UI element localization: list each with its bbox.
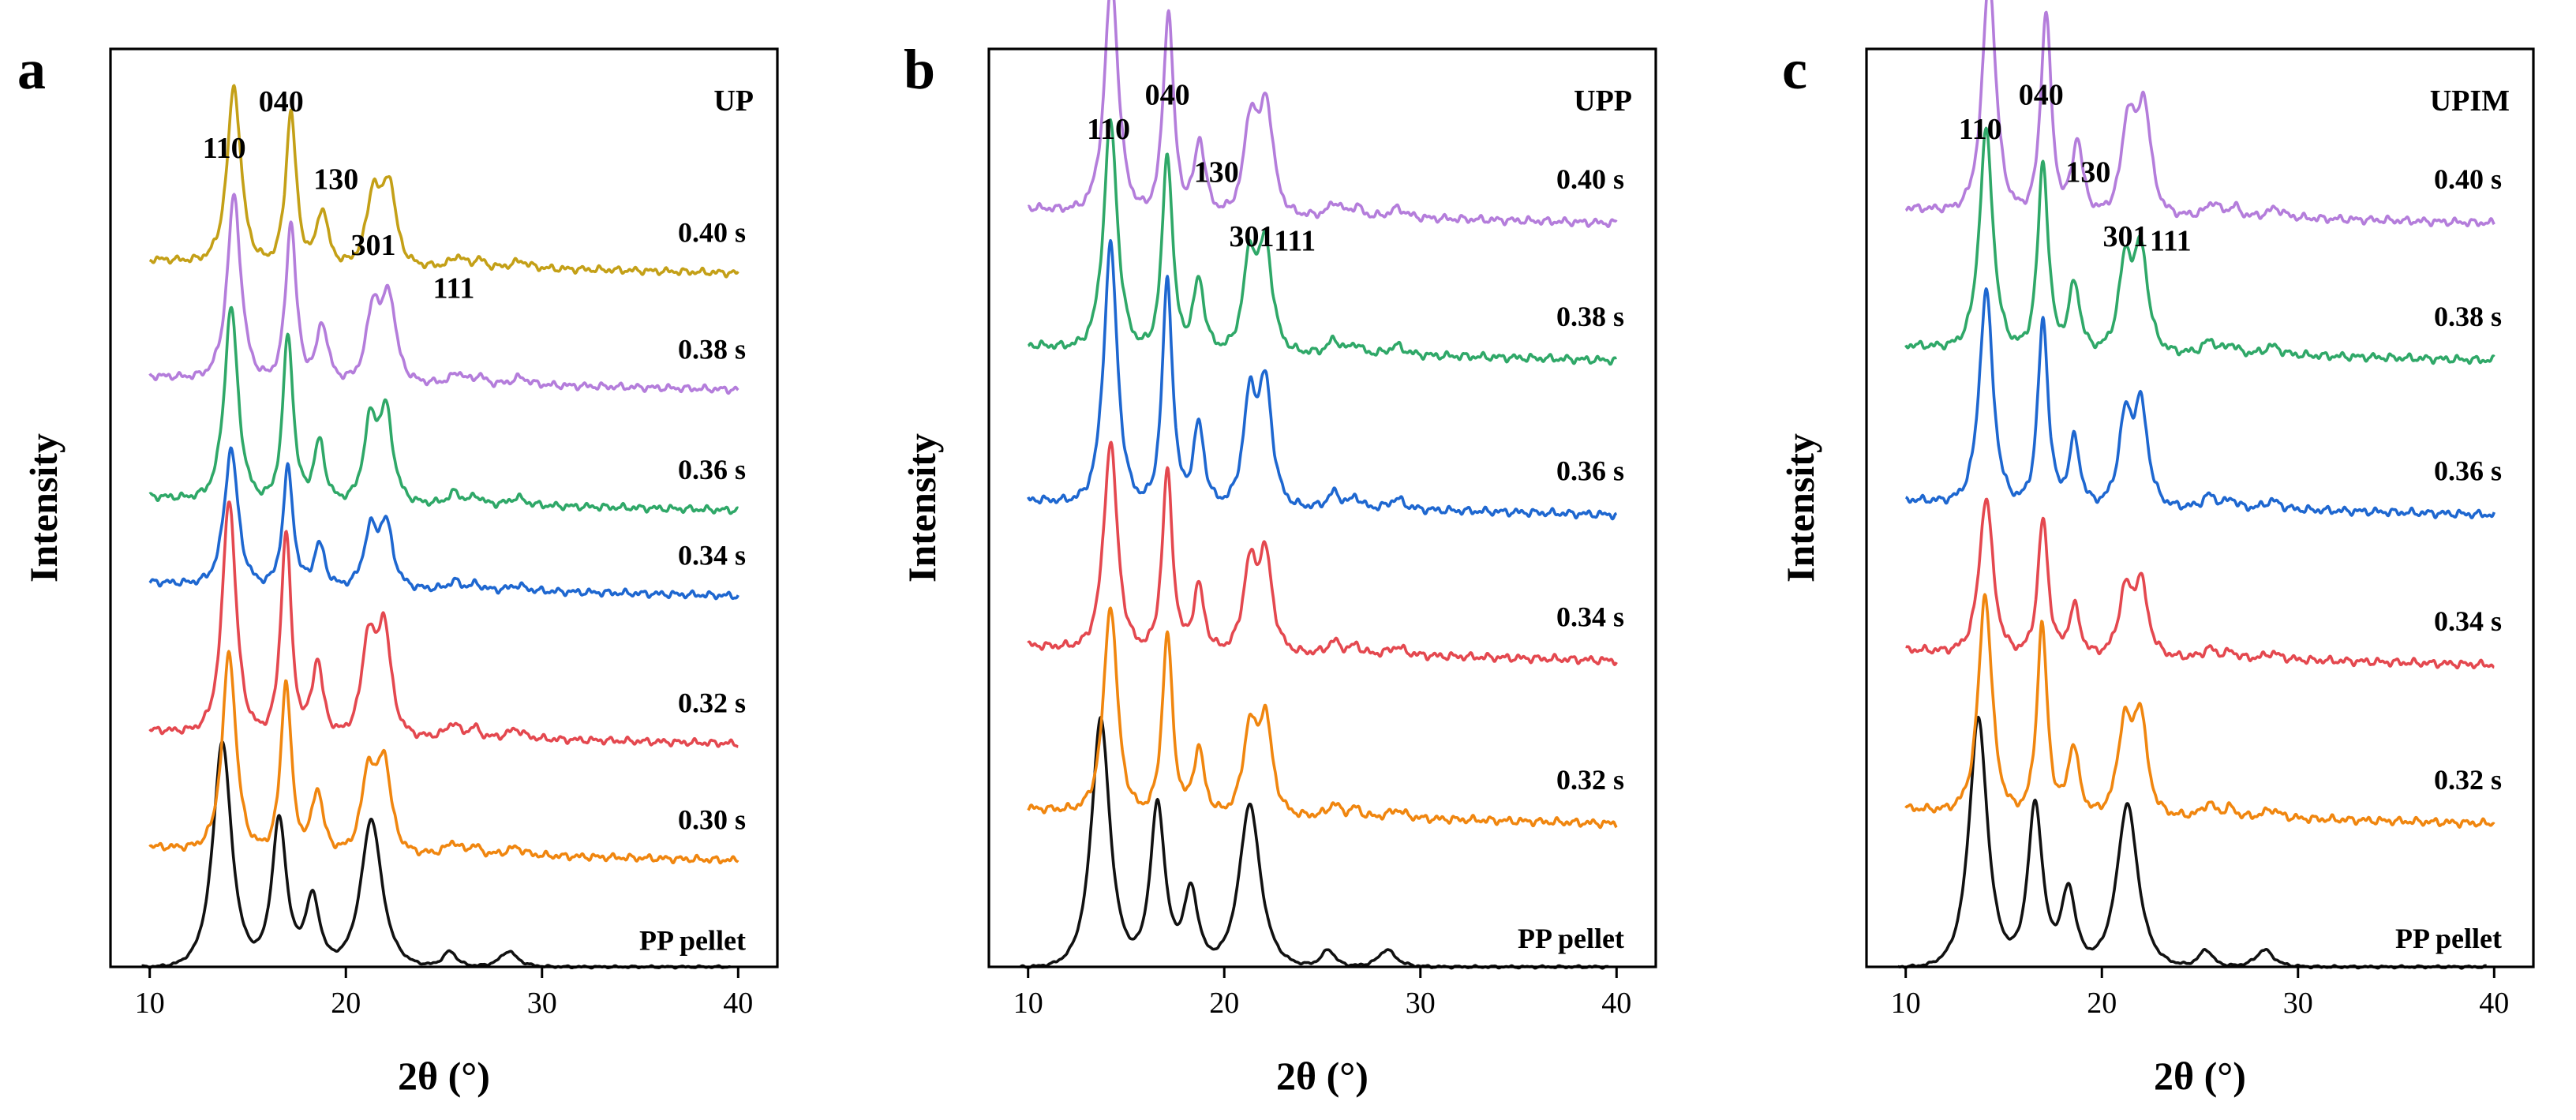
series-label: 0.40 s [678, 216, 746, 248]
peak-label: 130 [313, 163, 358, 196]
peak-label: 301 [2103, 220, 2148, 253]
series-line-0-40-s [148, 84, 739, 279]
series-line-0-32-s [1027, 606, 1618, 830]
sample-label: UPP [1574, 84, 1632, 118]
peak-label: 111 [1274, 224, 1316, 257]
series-label: PP pellet [639, 924, 746, 956]
series-label: 0.36 s [2434, 455, 2502, 487]
series-line-0-34-s [1904, 497, 2496, 670]
series-label: 0.34 s [2434, 605, 2502, 637]
series-line-0-34-s [1027, 440, 1618, 666]
chart-panel-c: c Intensity 2θ (°) PP pellet 0.32 s 0.34 s 0.3… [1778, 0, 2535, 1098]
series-label: 0.38 s [678, 333, 746, 365]
chart-panel-b: b Intensity 2θ (°) PP pellet 0.32 s 0.34 s 0.3… [900, 0, 1657, 1098]
peak-label: 110 [1959, 113, 2002, 146]
y-axis-title: Intensity [21, 433, 66, 582]
peak-label: 111 [433, 272, 475, 305]
sample-label: UP [713, 84, 754, 118]
series-label: 0.40 s [1556, 163, 1624, 195]
peak-label: 130 [1194, 155, 1239, 189]
y-axis-title: Intensity [900, 433, 944, 582]
peak-label: 110 [1087, 113, 1130, 146]
series-line-0-36-s [148, 305, 739, 515]
peak-label: 040 [259, 85, 304, 118]
x-tick-label: 40 [723, 987, 753, 1020]
axes-frame [987, 47, 1657, 968]
x-tick-label: 20 [331, 987, 361, 1020]
series-label: 0.34 s [1556, 601, 1624, 632]
peak-label: 111 [2150, 224, 2192, 257]
peak-label: 040 [2019, 79, 2064, 112]
series-label: 0.36 s [1556, 455, 1624, 487]
series-line-0-36-s [1027, 238, 1618, 521]
series-label: PP pellet [2395, 923, 2502, 954]
x-axis-title: 2θ (°) [398, 1054, 490, 1098]
series-label: 0.38 s [2434, 301, 2502, 332]
chart-panel-a: a Intensity 2θ (°) PP pellet 0.30 s 0.32 s 0.3… [17, 38, 779, 1098]
peak-label: 130 [2065, 155, 2110, 189]
series-line-0-38-s [1027, 118, 1618, 366]
peak-label: 110 [203, 132, 246, 165]
series-line-0-38-s [148, 193, 739, 395]
series-line-0-36-s [1904, 287, 2496, 519]
panel-letter: a [17, 38, 46, 101]
x-tick-label: 30 [2283, 987, 2313, 1020]
series-label: 0.34 s [678, 539, 746, 571]
series-label: 0.40 s [2434, 163, 2502, 195]
x-axis-title: 2θ (°) [1276, 1054, 1368, 1098]
x-axis-title: 2θ (°) [2154, 1054, 2246, 1098]
series-label: 0.30 s [678, 804, 746, 836]
peak-label: 301 [351, 229, 396, 262]
axes-frame [1865, 47, 2535, 968]
series-label: 0.32 s [1556, 764, 1624, 796]
y-axis-title: Intensity [1778, 433, 1822, 582]
x-tick-label: 30 [1406, 987, 1436, 1020]
series-line-0-40-s [1904, 0, 2496, 227]
x-tick-label: 10 [1891, 987, 1921, 1020]
series-label: 0.32 s [2434, 764, 2502, 796]
series-line-0-40-s [1027, 0, 1618, 228]
series-line-0-34-s [148, 446, 739, 601]
series-line-0-38-s [1904, 126, 2496, 365]
peak-label: 040 [1145, 79, 1190, 112]
series-label: 0.38 s [1556, 301, 1624, 332]
series-label: 0.32 s [678, 687, 746, 719]
series-line-0-32-s [148, 500, 739, 748]
series-label: 0.36 s [678, 454, 746, 485]
x-tick-label: 30 [527, 987, 557, 1020]
x-tick-label: 20 [2087, 987, 2117, 1020]
panel-letter: b [904, 38, 935, 101]
series-line-0-30-s [148, 650, 739, 865]
peak-label: 301 [1230, 220, 1275, 253]
x-tick-label: 20 [1209, 987, 1239, 1020]
x-tick-label: 10 [135, 987, 165, 1020]
x-tick-label: 40 [1601, 987, 1631, 1020]
axes-frame [109, 47, 779, 968]
x-tick-label: 10 [1013, 987, 1043, 1020]
series-label: PP pellet [1518, 923, 1624, 954]
x-tick-label: 40 [2479, 987, 2509, 1020]
panel-letter: c [1782, 38, 1807, 101]
sample-label: UPIM [2430, 84, 2510, 118]
series-line-0-32-s [1904, 593, 2496, 829]
